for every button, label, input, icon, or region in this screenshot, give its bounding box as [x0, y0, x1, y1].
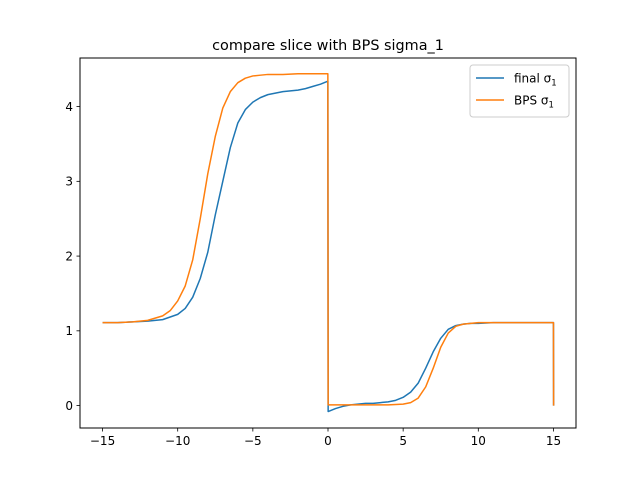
x-tick-label: 5: [399, 434, 407, 448]
legend-label: BPS σ1: [514, 94, 554, 111]
chart-title: compare slice with BPS sigma_1: [212, 38, 444, 54]
x-tick-label: 10: [471, 434, 486, 448]
x-tick-label: 15: [546, 434, 561, 448]
x-axis: −15 −10 −5 0 5 10 15: [90, 428, 561, 448]
x-tick-label: −15: [90, 434, 115, 448]
y-tick-label: 3: [65, 175, 73, 189]
series-layer: [102, 72, 555, 413]
x-tick-label: −10: [165, 434, 190, 448]
y-tick-label: 2: [65, 249, 73, 263]
x-tick-label: 0: [324, 434, 332, 448]
legend-label: final σ1: [514, 72, 557, 89]
y-tick-label: 1: [65, 324, 73, 338]
y-tick-label: 4: [65, 100, 73, 114]
y-tick-label: 0: [65, 399, 73, 413]
y-axis: 0 1 2 3 4: [65, 100, 80, 413]
series-line-2: [102, 72, 555, 406]
x-tick-label: −5: [244, 434, 262, 448]
legend: final σ1 BPS σ1: [469, 64, 570, 118]
